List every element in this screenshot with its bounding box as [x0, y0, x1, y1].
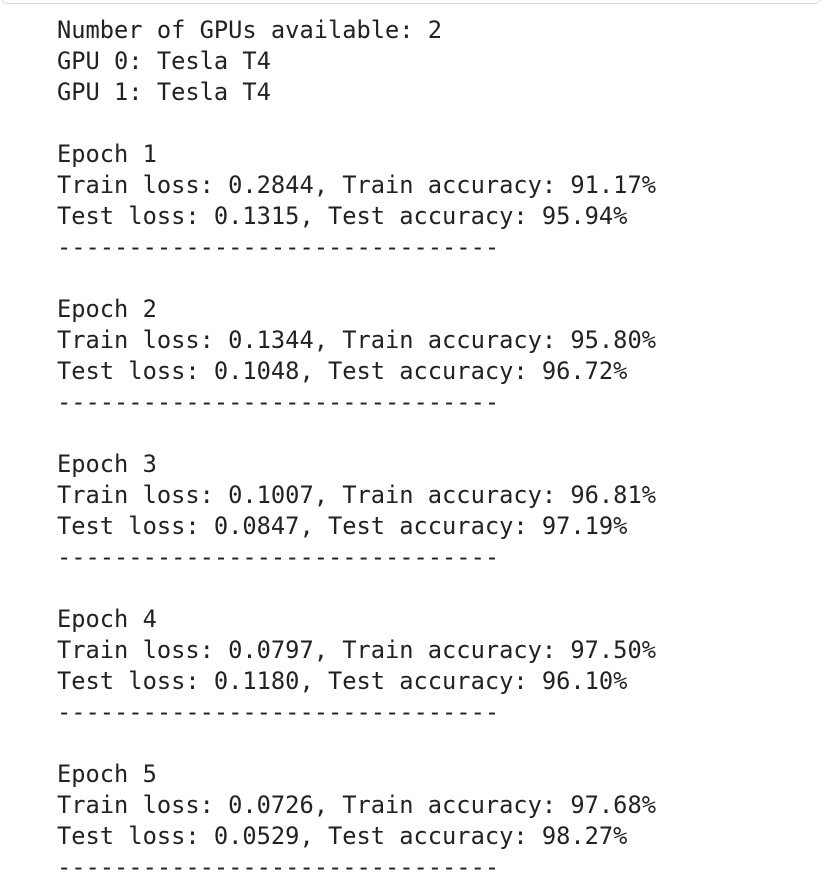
- train-metrics: Train loss: 0.0797, Train accuracy: 97.5…: [57, 636, 656, 664]
- train-metrics: Train loss: 0.0726, Train accuracy: 97.6…: [57, 791, 656, 819]
- separator: -------------------------------: [57, 853, 500, 881]
- epoch-block: Epoch 1 Train loss: 0.2844, Train accurac…: [57, 139, 656, 263]
- epoch-title: Epoch 2: [57, 295, 157, 323]
- gpu-info: Number of GPUs available: 2 GPU 0: Tesla …: [57, 15, 656, 108]
- test-metrics: Test loss: 0.0529, Test accuracy: 98.27%: [57, 822, 628, 850]
- epoch-block: Epoch 2 Train loss: 0.1344, Train accurac…: [57, 294, 656, 418]
- train-metrics: Train loss: 0.1344, Train accuracy: 95.8…: [57, 326, 656, 354]
- test-metrics: Test loss: 0.0847, Test accuracy: 97.19%: [57, 512, 628, 540]
- test-metrics: Test loss: 0.1180, Test accuracy: 96.10%: [57, 667, 628, 695]
- epoch-title: Epoch 4: [57, 605, 157, 633]
- epoch-title: Epoch 3: [57, 450, 157, 478]
- epoch-title: Epoch 1: [57, 140, 157, 168]
- test-metrics: Test loss: 0.1315, Test accuracy: 95.94%: [57, 202, 628, 230]
- test-metrics: Test loss: 0.1048, Test accuracy: 96.72%: [57, 357, 628, 385]
- epoch-block: Epoch 5 Train loss: 0.0726, Train accurac…: [57, 759, 656, 883]
- gpu-line: GPU 0: Tesla T4: [57, 47, 271, 75]
- separator: -------------------------------: [57, 388, 500, 416]
- epoch-title: Epoch 5: [57, 760, 157, 788]
- epoch-block: Epoch 4 Train loss: 0.0797, Train accurac…: [57, 604, 656, 728]
- train-metrics: Train loss: 0.2844, Train accuracy: 91.1…: [57, 171, 656, 199]
- separator: -------------------------------: [57, 543, 500, 571]
- separator: -------------------------------: [57, 233, 500, 261]
- cell-border: [0, 0, 822, 4]
- epoch-block: Epoch 3 Train loss: 0.1007, Train accurac…: [57, 449, 656, 573]
- gpu-line: GPU 1: Tesla T4: [57, 78, 271, 106]
- train-metrics: Train loss: 0.1007, Train accuracy: 96.8…: [57, 481, 656, 509]
- console-output: Number of GPUs available: 2 GPU 0: Tesla …: [57, 15, 656, 883]
- gpu-line: Number of GPUs available: 2: [57, 16, 443, 44]
- separator: -------------------------------: [57, 698, 500, 726]
